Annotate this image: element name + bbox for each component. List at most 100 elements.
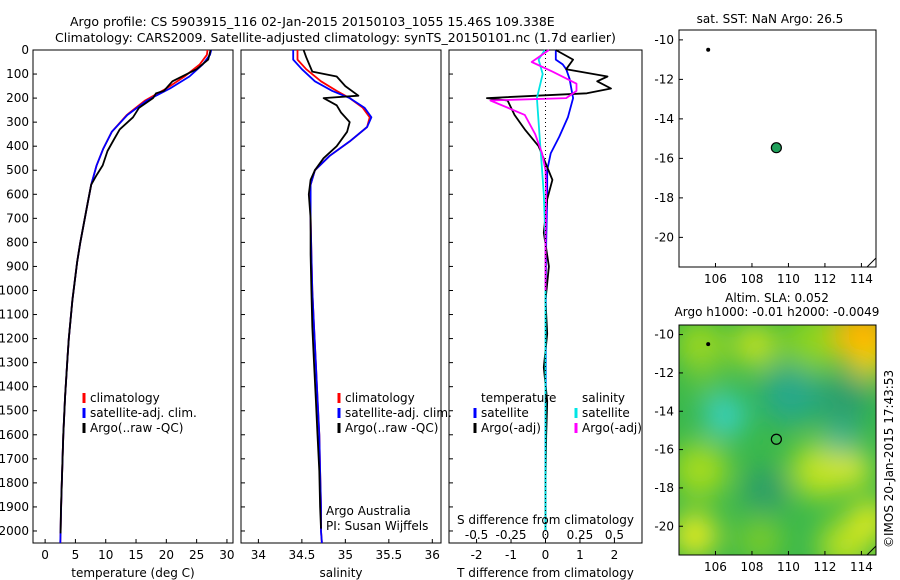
y-tick-label: 800 bbox=[6, 235, 29, 249]
map-float-marker bbox=[770, 142, 782, 154]
y-tick-label: 100 bbox=[6, 67, 29, 81]
legend-diff-temp-label: satellite bbox=[481, 406, 529, 420]
series-line-climatology bbox=[296, 50, 371, 544]
map-x-tick-label: 114 bbox=[850, 560, 873, 574]
x-axis-label: T difference from climatology bbox=[456, 566, 634, 580]
map-sla-subtitle: Argo h1000: -0.01 h2000: -0.0049 bbox=[675, 305, 880, 319]
map-prior-profile-marker bbox=[706, 47, 711, 52]
map-x-tick-label: 112 bbox=[813, 560, 836, 574]
legend-sal-label: climatology bbox=[345, 391, 415, 405]
legend-diff-sal-label: Argo(-adj) bbox=[582, 421, 642, 435]
legend-sal-label: satellite-adj. clim. bbox=[345, 406, 452, 420]
y-tick-label: 300 bbox=[6, 115, 29, 129]
x-tick-label: 2 bbox=[611, 548, 619, 562]
plot-frame-2 bbox=[240, 49, 442, 544]
series-line-argo---raw--qc- bbox=[302, 49, 360, 529]
series-line-argo---raw--qc- bbox=[59, 49, 212, 534]
map-x-tick-label: 106 bbox=[704, 272, 727, 286]
x-tick-label: 35.5 bbox=[375, 548, 402, 562]
map-float-marker bbox=[770, 433, 782, 445]
y-tick-label: 400 bbox=[6, 139, 29, 153]
y-tick-label: 1500 bbox=[0, 404, 29, 418]
map-corner-mark bbox=[866, 545, 877, 556]
map-x-tick-label: 110 bbox=[777, 272, 800, 286]
x-tick-label: 0 bbox=[41, 548, 49, 562]
x-axis-label: salinity bbox=[319, 566, 362, 580]
series-line-climatology bbox=[59, 49, 209, 544]
map-x-tick-label: 114 bbox=[850, 272, 873, 286]
x-tick-label: 15 bbox=[128, 548, 143, 562]
legend-diff-title-sal: salinity bbox=[582, 391, 625, 405]
series-line-satellite bbox=[536, 49, 547, 531]
map-prior-profile-marker bbox=[706, 342, 711, 347]
x-tick-label: -2 bbox=[471, 548, 483, 562]
s-diff-tick-label: 0.25 bbox=[567, 528, 594, 542]
map-sla-title: Altim. SLA: 0.052 bbox=[725, 291, 829, 305]
map-x-tick-label: 106 bbox=[704, 560, 727, 574]
map-y-tick-label: -20 bbox=[654, 230, 674, 244]
figure-title-line1: Argo profile: CS 5903915_116 02-Jan-2015… bbox=[70, 14, 555, 29]
annotation-program: Argo Australia bbox=[326, 504, 411, 518]
legend-diff-title-temp: temperature bbox=[481, 391, 556, 405]
x-tick-label: -1 bbox=[505, 548, 517, 562]
legend-temp-label: satellite-adj. clim. bbox=[90, 406, 197, 420]
x-tick-label: 10 bbox=[98, 548, 113, 562]
y-tick-label: 700 bbox=[6, 211, 29, 225]
map-x-tick-label: 110 bbox=[777, 560, 800, 574]
annotation-pi: PI: Susan Wijffels bbox=[326, 519, 428, 533]
x-tick-label: 34 bbox=[251, 548, 266, 562]
y-tick-label: 900 bbox=[6, 259, 29, 273]
map-y-tick-label: -20 bbox=[654, 519, 674, 533]
legend-diff-sal-label: satellite bbox=[582, 406, 630, 420]
figure-title-line2: Climatology: CARS2009. Satellite-adjuste… bbox=[55, 30, 616, 45]
y-tick-label: 1400 bbox=[0, 380, 29, 394]
x-tick-label: 5 bbox=[72, 548, 80, 562]
s-diff-tick-label: -0.25 bbox=[496, 528, 527, 542]
map-y-tick-label: -10 bbox=[654, 328, 674, 342]
series-line-satellite-adj--clim- bbox=[292, 50, 373, 544]
y-tick-label: 1800 bbox=[0, 476, 29, 490]
imos-watermark: ©IMOS 20-Jan-2015 17:43:53 bbox=[882, 370, 896, 548]
y-tick-label: 1900 bbox=[0, 500, 29, 514]
legend-diff-temp-label: Argo(-adj) bbox=[481, 421, 541, 435]
map-y-tick-label: -12 bbox=[654, 366, 674, 380]
map-sst-title: sat. SST: NaN Argo: 26.5 bbox=[697, 12, 844, 26]
map-y-tick-label: -18 bbox=[654, 191, 674, 205]
map-y-tick-label: -14 bbox=[654, 112, 674, 126]
sla-heatmap bbox=[679, 325, 876, 555]
x-tick-label: 1 bbox=[576, 548, 584, 562]
y-tick-label: 200 bbox=[6, 91, 29, 105]
x-tick-label: 36 bbox=[425, 548, 440, 562]
s-diff-tick-label: -0.5 bbox=[465, 528, 488, 542]
y-tick-label: 1300 bbox=[0, 356, 29, 370]
x-tick-label: 20 bbox=[159, 548, 174, 562]
legend-temp-label: Argo(..raw -QC) bbox=[90, 421, 183, 435]
map-y-tick-label: -10 bbox=[654, 33, 674, 47]
y-tick-label: 0 bbox=[21, 43, 29, 57]
y-tick-label: 600 bbox=[6, 187, 29, 201]
y-tick-label: 2000 bbox=[0, 524, 29, 538]
y-tick-label: 1200 bbox=[0, 332, 29, 346]
x-tick-label: 30 bbox=[219, 548, 234, 562]
x-tick-label: 25 bbox=[189, 548, 204, 562]
map-frame-sla bbox=[678, 324, 877, 556]
x-axis-label: temperature (deg C) bbox=[71, 566, 194, 580]
map-corner-mark bbox=[866, 257, 877, 268]
map-x-tick-label: 112 bbox=[813, 272, 836, 286]
series-line-satellite-adj--clim- bbox=[59, 49, 213, 544]
s-diff-tick-label: 0.5 bbox=[605, 528, 624, 542]
series-line-satellite bbox=[544, 50, 574, 531]
y-tick-label: 1000 bbox=[0, 283, 29, 297]
map-y-tick-label: -18 bbox=[654, 481, 674, 495]
plot-frame-1 bbox=[32, 49, 234, 544]
s-diff-tick-label: 0 bbox=[542, 528, 550, 542]
map-y-tick-label: -12 bbox=[654, 72, 674, 86]
legend-temp-label: climatology bbox=[90, 391, 160, 405]
y-tick-label: 1100 bbox=[0, 308, 29, 322]
y-tick-label: 1700 bbox=[0, 452, 29, 466]
y-tick-label: 1600 bbox=[0, 428, 29, 442]
map-y-tick-label: -16 bbox=[654, 151, 674, 165]
map-y-tick-label: -14 bbox=[654, 404, 674, 418]
legend-sal-label: Argo(..raw -QC) bbox=[345, 421, 438, 435]
